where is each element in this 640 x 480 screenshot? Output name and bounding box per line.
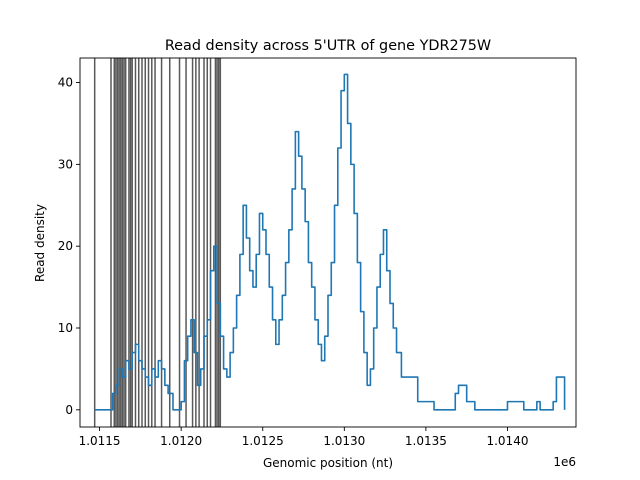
y-tick-label: 20 <box>58 239 73 253</box>
y-axis: 0 10 20 30 40 <box>58 76 80 417</box>
y-tick-label: 30 <box>58 157 73 171</box>
y-tick-label: 40 <box>58 76 73 90</box>
series-line <box>94 73 566 411</box>
y-tick-label: 10 <box>58 321 73 335</box>
x-tick-label: 1.0135 <box>405 434 447 448</box>
x-tick-label: 1.0140 <box>486 434 528 448</box>
plot-frame <box>79 57 577 428</box>
x-tick-label: 1.0120 <box>160 434 202 448</box>
y-tick-label: 0 <box>65 403 73 417</box>
x-axis-label: Genomic position (nt) <box>263 456 393 470</box>
x-tick-label: 1.0130 <box>323 434 365 448</box>
x-tick-label: 1.0115 <box>79 434 121 448</box>
x-offset-label: 1e6 <box>553 455 576 469</box>
chart-title: Read density across 5'UTR of gene YDR275… <box>165 38 491 54</box>
x-tick-label: 1.0125 <box>242 434 284 448</box>
x-axis: 1.0115 1.0120 1.0125 1.0130 1.0135 1.0140 <box>79 427 528 448</box>
plot-area <box>93 58 566 427</box>
y-axis-label: Read density <box>33 204 47 282</box>
vertical-lines <box>93 58 222 427</box>
